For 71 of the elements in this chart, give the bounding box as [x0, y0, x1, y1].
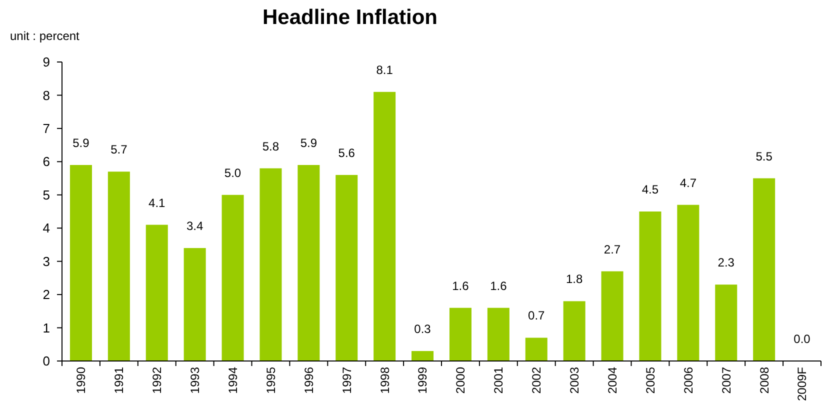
data-label: 5.6 — [338, 146, 356, 160]
data-label: 2.3 — [718, 256, 735, 270]
y-tick-label: 2 — [42, 287, 50, 302]
bar — [677, 204, 700, 361]
data-label: 5.7 — [110, 142, 128, 157]
data-label: 0.3 — [414, 322, 432, 336]
data-label: 0.0 — [794, 332, 811, 346]
bar — [184, 248, 206, 361]
x-tick-label: 1996 — [302, 366, 316, 394]
data-label: 8.1 — [376, 62, 394, 77]
data-label: 5.5 — [756, 149, 773, 164]
x-tick-label: 2002 — [530, 366, 544, 394]
data-label: 0.7 — [528, 308, 546, 323]
x-tick-label: 1993 — [188, 366, 202, 394]
y-tick-label: 4 — [42, 220, 50, 236]
bar — [753, 178, 776, 361]
y-tick-label: 3 — [42, 254, 50, 269]
bar — [260, 168, 282, 361]
bar — [70, 164, 92, 361]
data-label: 1.6 — [490, 278, 508, 293]
data-label: 4.5 — [642, 182, 659, 196]
bar — [449, 308, 472, 361]
chart-title: Headline Inflation — [262, 6, 438, 29]
data-label: 5.9 — [72, 136, 90, 150]
y-tick-label: 0 — [42, 354, 50, 369]
x-tick-label: 2000 — [454, 366, 468, 394]
x-tick-label: 2003 — [568, 366, 582, 394]
x-tick-label: 2005 — [643, 366, 658, 394]
bar — [525, 338, 548, 361]
bar — [412, 351, 434, 361]
bar — [374, 92, 396, 361]
data-label: 2.7 — [604, 242, 621, 256]
text: unit : percent — [10, 29, 80, 43]
data-label: 4.7 — [680, 176, 697, 190]
x-tick-label: 1991 — [112, 366, 126, 394]
bar — [563, 301, 586, 361]
data-label: 3.4 — [186, 219, 204, 234]
y-tick-label: 8 — [42, 88, 50, 103]
x-tick-label: 1997 — [340, 366, 354, 394]
x-tick-label: 1998 — [378, 366, 392, 394]
bar — [639, 212, 662, 361]
bar — [601, 271, 624, 361]
data-label: 1.8 — [566, 272, 583, 286]
y-tick-label: 9 — [42, 54, 50, 70]
x-tick-label: 2004 — [605, 366, 620, 394]
y-tick-label: 5 — [42, 187, 50, 202]
data-label: 4.1 — [148, 196, 166, 210]
x-tick-label: 2006 — [681, 366, 696, 394]
x-tick-label: 1994 — [226, 366, 240, 394]
x-tick-label: 2009F — [795, 367, 810, 402]
x-tick-label: 1992 — [150, 366, 164, 394]
x-tick-label: 2008 — [757, 366, 772, 394]
y-tick-label: 1 — [42, 320, 50, 336]
bar — [487, 308, 510, 361]
bar — [336, 174, 358, 361]
bar — [108, 172, 130, 361]
data-label: 5.0 — [224, 166, 242, 180]
x-tick-label: 1995 — [264, 366, 278, 394]
x-tick-label: 1990 — [74, 366, 88, 394]
bar — [222, 194, 244, 361]
x-tick-label: 2007 — [719, 366, 734, 394]
x-tick-label: 2001 — [492, 366, 506, 394]
bar — [715, 284, 738, 361]
bar — [298, 164, 320, 361]
y-tick-label: 6 — [42, 154, 50, 170]
x-tick-label: 1999 — [416, 366, 430, 394]
y-tick-label: 7 — [42, 120, 50, 136]
data-label: 5.8 — [262, 139, 280, 154]
data-label: 1.6 — [452, 278, 470, 293]
bar — [146, 224, 168, 361]
data-label: 5.9 — [300, 136, 318, 150]
